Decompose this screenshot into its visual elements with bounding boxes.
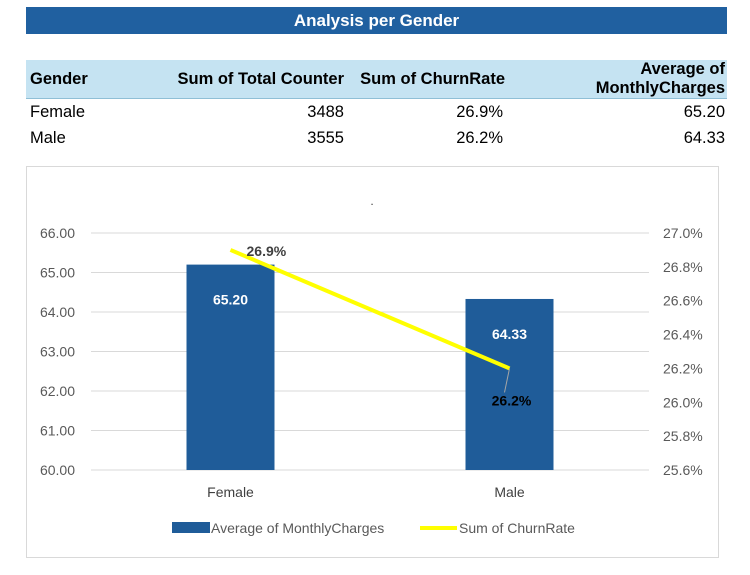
- bar-data-label: 65.20: [213, 292, 248, 308]
- cell-churn-rate[interactable]: 26.2%: [456, 128, 503, 147]
- x-tick-label: Male: [494, 484, 525, 500]
- table-row: Female 3488 26.9% 65.20: [26, 99, 727, 126]
- cell-monthly-charges[interactable]: 64.33: [683, 128, 725, 147]
- y-tick-label-primary: 63.00: [40, 344, 75, 360]
- bar: [186, 264, 275, 470]
- cell-total-counter[interactable]: 3488: [307, 102, 344, 121]
- chart-canvas: . 60.00 61.00 62.00 63.00 64.00 65.00 66.00 25.…: [40, 194, 703, 536]
- header-monthly-charges[interactable]: Average of MonthlyCharges: [507, 60, 727, 99]
- line-data-label: 26.2%: [492, 392, 532, 408]
- table-row: Male 3555 26.2% 64.33: [26, 125, 727, 151]
- header-churn-rate[interactable]: Sum of ChurnRate: [346, 60, 507, 99]
- y-tick-label-secondary: 25.6%: [663, 462, 703, 478]
- cell-monthly-charges[interactable]: 65.20: [683, 102, 725, 121]
- y-tick-label-secondary: 26.8%: [663, 259, 703, 275]
- pivot-header-row: Gender Sum of Total Counter Sum of Churn…: [26, 60, 727, 99]
- label-leader-line: [504, 368, 510, 393]
- chart-title: .: [370, 194, 373, 208]
- cell-total-counter[interactable]: 3555: [307, 128, 344, 147]
- cell-gender[interactable]: Male: [30, 128, 66, 147]
- line-data-label: 26.9%: [247, 243, 287, 259]
- bar-data-label: 64.33: [492, 326, 527, 342]
- y-tick-label-primary: 62.00: [40, 383, 75, 399]
- y-tick-label-secondary: 27.0%: [663, 225, 703, 241]
- header-total-counter[interactable]: Sum of Total Counter: [152, 60, 346, 99]
- legend-label-line: Sum of ChurnRate: [459, 520, 575, 536]
- series-line: [229, 248, 511, 371]
- y-tick-label-primary: 65.00: [40, 265, 75, 281]
- report-title: Analysis per Gender: [26, 7, 727, 34]
- bar: [465, 298, 554, 470]
- y-tick-label-secondary: 26.6%: [663, 293, 703, 309]
- x-tick-label: Female: [207, 484, 254, 500]
- y-tick-label-secondary: 26.0%: [663, 394, 703, 410]
- y-tick-label-primary: 64.00: [40, 304, 75, 320]
- y-tick-label-primary: 66.00: [40, 225, 75, 241]
- y-tick-label-secondary: 26.2%: [663, 360, 703, 376]
- cell-churn-rate[interactable]: 26.9%: [456, 102, 503, 121]
- legend-label-bar: Average of MonthlyCharges: [211, 520, 384, 536]
- combo-chart[interactable]: . 60.00 61.00 62.00 63.00 64.00 65.00 66.00 25.…: [26, 166, 719, 558]
- pivot-table: Gender Sum of Total Counter Sum of Churn…: [26, 60, 727, 151]
- y-tick-label-primary: 61.00: [40, 423, 75, 439]
- y-tick-label-secondary: 26.4%: [663, 327, 703, 343]
- header-gender[interactable]: Gender: [26, 60, 152, 99]
- y-tick-label-primary: 60.00: [40, 462, 75, 478]
- legend-swatch-bar: [172, 522, 210, 533]
- cell-gender[interactable]: Female: [30, 102, 86, 121]
- y-tick-label-secondary: 25.8%: [663, 428, 703, 444]
